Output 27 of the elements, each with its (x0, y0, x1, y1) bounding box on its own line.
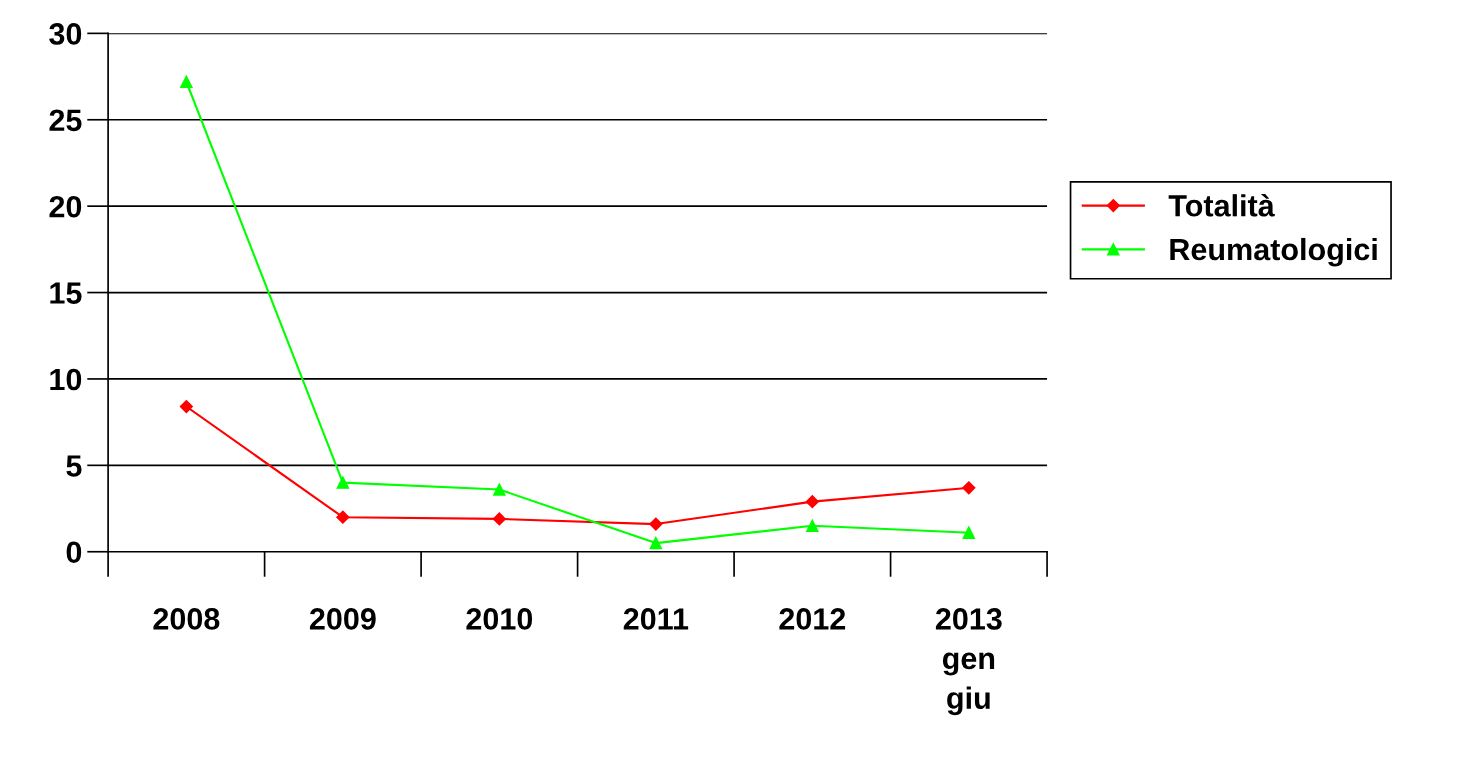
x-tick-label: 2012 (779, 608, 846, 630)
point (805, 495, 819, 509)
y-tick-label: 0 (66, 541, 82, 564)
legend-label: Reumatologici (1170, 237, 1377, 267)
point (962, 481, 976, 495)
x-tick-label: 2009 (309, 608, 376, 630)
point (649, 536, 663, 550)
x-tick-label: 2011 (623, 608, 689, 630)
y-tick-label: 10 (50, 368, 82, 391)
point (180, 75, 193, 88)
y-tick-label: 20 (49, 195, 82, 218)
point (806, 519, 819, 533)
y-tick-label: 25 (49, 109, 82, 132)
point (179, 400, 193, 414)
x-tick-label: 2010 (466, 608, 533, 630)
x-tick-label: 2008 (153, 608, 220, 630)
point (493, 483, 506, 496)
legend-label: Totalità (1168, 193, 1275, 217)
x-tick-label: 2013 gen giu (935, 608, 1002, 716)
y-tick-label: 5 (66, 455, 82, 477)
point (649, 517, 663, 531)
point (336, 476, 350, 489)
y-tick-label: 15 (50, 282, 82, 304)
y-tick-label: 30 (49, 23, 82, 45)
point (492, 512, 506, 526)
point (962, 526, 976, 539)
point (336, 510, 350, 524)
